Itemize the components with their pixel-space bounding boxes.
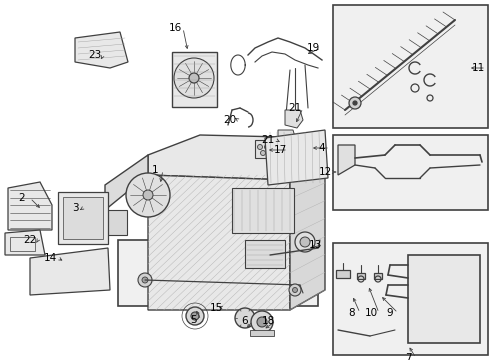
Text: 2: 2 [19,193,25,203]
Polygon shape [278,130,296,148]
Text: 20: 20 [223,115,237,125]
Circle shape [295,232,315,252]
Text: 21: 21 [261,135,274,145]
Bar [357,273,365,279]
Text: 22: 22 [24,235,37,245]
Bar [408,255,480,343]
Bar [255,140,280,158]
Bar [58,192,108,244]
Bar [10,237,35,251]
Circle shape [189,73,199,83]
Circle shape [258,144,263,149]
Circle shape [143,190,153,200]
Polygon shape [285,110,303,128]
Polygon shape [290,165,325,310]
Polygon shape [105,210,127,235]
Circle shape [268,150,272,156]
Polygon shape [338,145,355,175]
Bar [250,330,274,336]
Circle shape [126,173,170,217]
Polygon shape [30,248,110,295]
Text: 11: 11 [471,63,485,73]
Circle shape [271,144,276,149]
Text: 16: 16 [169,23,182,33]
Circle shape [186,307,204,325]
Text: 8: 8 [349,308,355,318]
Text: 14: 14 [44,253,57,263]
Text: 21: 21 [289,103,302,113]
Text: 23: 23 [88,50,101,60]
Circle shape [138,273,152,287]
Circle shape [265,144,270,149]
Bar [232,188,294,233]
Bar [245,240,285,268]
Circle shape [174,58,214,98]
Text: 1: 1 [152,165,158,175]
Text: 12: 12 [318,167,332,177]
Text: 9: 9 [387,308,393,318]
Text: 4: 4 [318,143,325,153]
Circle shape [349,97,361,109]
Polygon shape [265,130,328,185]
Text: 13: 13 [308,240,321,250]
Bar [172,52,217,107]
Polygon shape [5,230,45,255]
Circle shape [261,150,266,156]
Bar [336,270,350,278]
Bar [63,197,103,239]
Text: 15: 15 [209,303,222,313]
Bar [333,135,488,210]
Polygon shape [148,175,290,310]
Text: 6: 6 [242,316,248,326]
Polygon shape [148,135,325,180]
Circle shape [353,101,357,105]
Polygon shape [75,32,128,68]
Circle shape [142,277,148,283]
Circle shape [251,311,273,333]
Bar [333,243,488,355]
Circle shape [289,284,301,296]
Circle shape [257,317,267,327]
Text: 3: 3 [72,203,78,213]
Circle shape [235,308,255,328]
Circle shape [300,237,310,247]
Text: 10: 10 [365,308,378,318]
Text: 7: 7 [405,353,411,360]
Bar [374,273,382,279]
Text: 5: 5 [190,315,196,325]
Bar [118,240,318,306]
Bar [333,5,488,128]
Circle shape [293,288,297,292]
Circle shape [191,312,199,320]
Text: 19: 19 [306,43,319,53]
Polygon shape [8,182,52,230]
Text: 17: 17 [273,145,287,155]
Polygon shape [105,155,148,210]
Text: 18: 18 [261,316,274,326]
